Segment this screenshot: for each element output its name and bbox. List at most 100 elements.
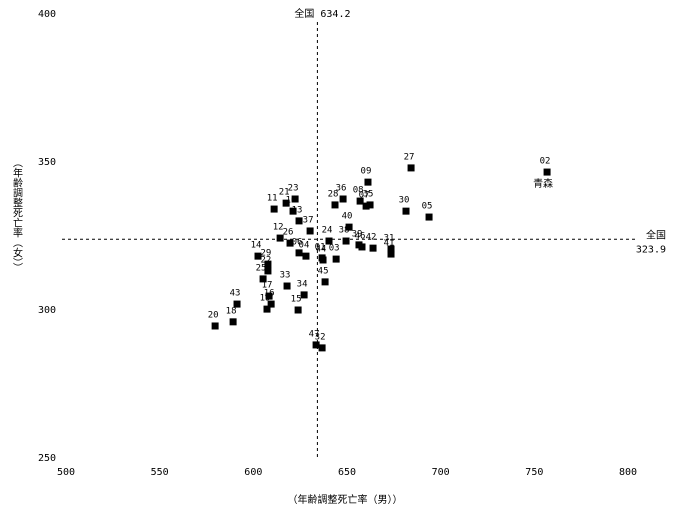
point xyxy=(300,291,308,299)
point-label: 43 xyxy=(230,289,241,299)
point-label: 09 xyxy=(361,167,372,177)
reference-value: 634.2 xyxy=(320,9,350,20)
point-label: 45 xyxy=(318,266,329,276)
point xyxy=(358,243,366,251)
point xyxy=(332,255,340,263)
point-label: 28 xyxy=(328,189,339,199)
point xyxy=(407,164,415,172)
point xyxy=(364,178,372,186)
point xyxy=(345,223,353,231)
point-label: 36 xyxy=(336,184,347,194)
y-tick-label: 400 xyxy=(38,9,56,20)
y-axis-title: （年齢調整死亡率（女）） xyxy=(11,158,23,273)
point-label: 33 xyxy=(280,271,291,281)
point xyxy=(402,207,410,215)
point xyxy=(283,282,291,290)
point xyxy=(276,234,284,242)
y-tick-label: 250 xyxy=(38,453,56,464)
x-tick-label: 700 xyxy=(432,467,450,478)
point xyxy=(356,197,364,205)
point-label: 32 xyxy=(315,332,326,342)
point-label: 08 xyxy=(353,186,364,196)
point xyxy=(362,202,370,210)
point xyxy=(264,260,272,268)
point-label: 13 xyxy=(292,205,303,215)
point xyxy=(254,252,262,260)
point xyxy=(306,227,314,235)
point-label: 15 xyxy=(291,295,302,305)
point xyxy=(387,250,395,258)
point-label: 29 xyxy=(261,249,272,259)
point-label: 18 xyxy=(226,306,237,316)
x-tick-label: 800 xyxy=(619,467,637,478)
point-label: 14 xyxy=(251,241,262,251)
point-label: 12 xyxy=(273,223,284,233)
point xyxy=(267,300,275,308)
point-label: 20 xyxy=(208,310,219,320)
point-label: 19 xyxy=(260,294,271,304)
point xyxy=(233,300,241,308)
point-label: 27 xyxy=(404,152,415,162)
point xyxy=(331,201,339,209)
point-label: 05 xyxy=(422,202,433,212)
reference-label: 全国 xyxy=(646,228,666,241)
x-tick-label: 600 xyxy=(244,467,262,478)
reference-label: 全国 xyxy=(294,7,314,20)
reference-value: 323.9 xyxy=(636,244,666,255)
point xyxy=(264,267,272,275)
annotation: 青森 xyxy=(533,177,553,190)
point-label: 26 xyxy=(283,228,294,238)
point xyxy=(286,239,294,247)
point xyxy=(369,244,377,252)
x-tick-label: 550 xyxy=(151,467,169,478)
point-label: 42 xyxy=(366,233,377,243)
point xyxy=(387,245,395,253)
point-label: 39 xyxy=(352,229,363,239)
point-label: 44 xyxy=(316,244,327,254)
point xyxy=(289,207,297,215)
point xyxy=(339,195,347,203)
x-tick-label: 650 xyxy=(338,467,356,478)
point xyxy=(294,306,302,314)
point xyxy=(295,217,303,225)
point xyxy=(291,195,299,203)
x-tick-label: 750 xyxy=(525,467,543,478)
point-label: 25 xyxy=(256,263,267,273)
point-label: 34 xyxy=(297,279,308,289)
point xyxy=(319,256,327,264)
point-label: 41 xyxy=(384,239,395,249)
point-label: 46 xyxy=(355,231,366,241)
point-label: 37 xyxy=(303,215,314,225)
point-label: 01 xyxy=(315,242,326,252)
point-label: 30 xyxy=(399,196,410,206)
point xyxy=(325,237,333,245)
point-label: 21 xyxy=(279,188,290,198)
point xyxy=(543,168,551,176)
point xyxy=(321,278,329,286)
point xyxy=(295,249,303,257)
point xyxy=(318,344,326,352)
point-label: 17 xyxy=(262,281,273,291)
y-tick-label: 300 xyxy=(38,305,56,316)
point-label: 22 xyxy=(261,255,272,265)
x-axis-title: （年齢調整死亡率（男）） xyxy=(288,493,403,506)
point-label: 16 xyxy=(264,289,275,299)
point-label: 11 xyxy=(267,194,278,204)
x-tick-label: 500 xyxy=(57,467,75,478)
point-label: 04 xyxy=(299,241,310,251)
point xyxy=(259,275,267,283)
point xyxy=(263,305,271,313)
point-label: 47 xyxy=(309,329,320,339)
point-label: 31 xyxy=(384,234,395,244)
point-label: 06 xyxy=(292,237,303,247)
point-label: 24 xyxy=(322,226,333,236)
point-label: 35 xyxy=(363,189,374,199)
point xyxy=(211,322,219,330)
point-label: 07 xyxy=(359,191,370,201)
point xyxy=(229,318,237,326)
point xyxy=(282,199,290,207)
point xyxy=(312,341,320,349)
point xyxy=(302,252,310,260)
point-label: 40 xyxy=(342,212,353,222)
point-label: 03 xyxy=(329,244,340,254)
